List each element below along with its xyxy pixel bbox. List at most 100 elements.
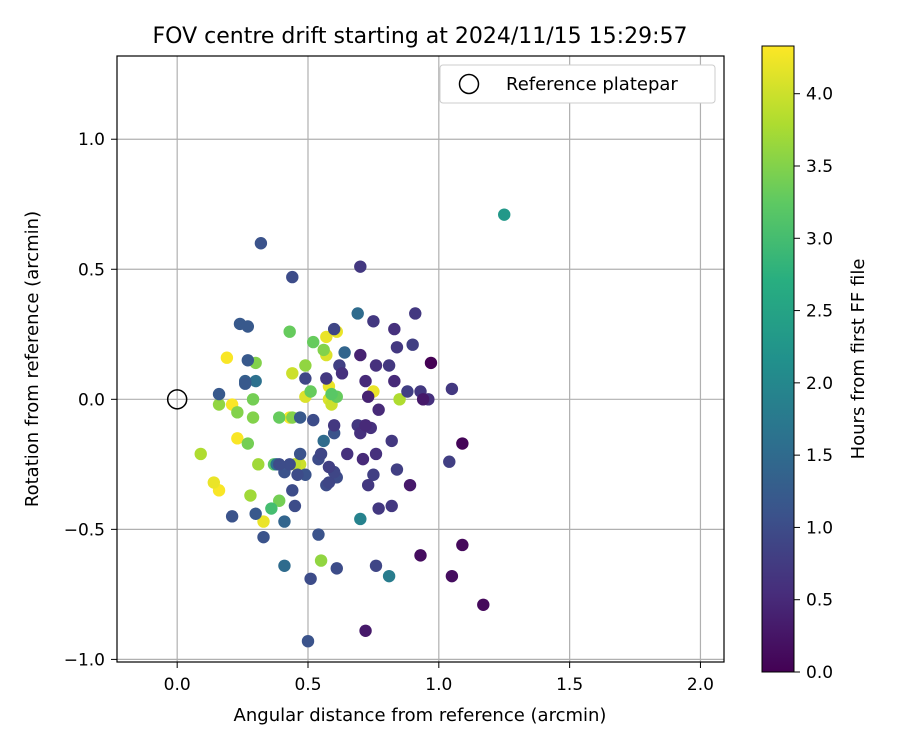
data-point	[301, 634, 315, 648]
data-point	[212, 387, 226, 401]
plot-frame	[116, 55, 725, 663]
data-point	[293, 411, 307, 424]
data-point	[278, 515, 291, 528]
data-point	[299, 359, 312, 372]
data-point	[265, 502, 278, 515]
data-point	[351, 307, 364, 320]
data-point	[244, 489, 257, 502]
data-point	[382, 569, 396, 583]
data-point	[273, 494, 286, 507]
data-point	[322, 476, 336, 489]
data-point	[286, 270, 299, 284]
reference-platepar-marker	[166, 389, 188, 410]
data-point	[249, 374, 262, 388]
data-point	[231, 432, 244, 445]
colorbar-tick-label: 3.0	[806, 229, 833, 249]
data-point	[314, 447, 328, 461]
data-point	[393, 393, 406, 406]
scatter-points	[194, 208, 511, 648]
data-point	[372, 502, 385, 515]
data-point	[327, 419, 341, 432]
x-tick-label: 2.0	[687, 675, 714, 695]
colorbar-ticks: 0.0 0.5 1.0 1.5 2.0 2.5 3.0 3.5 4.0	[794, 85, 833, 683]
legend: Reference platepar	[439, 64, 716, 104]
data-point	[314, 554, 328, 567]
data-point	[367, 315, 380, 328]
data-point	[317, 343, 330, 357]
data-point	[288, 499, 302, 513]
data-point	[273, 458, 286, 471]
data-point	[225, 510, 239, 523]
colorbar-tick-label: 2.0	[806, 374, 833, 394]
y-axis-label: Rotation from reference (arcmin)	[22, 211, 43, 507]
data-point	[254, 237, 268, 250]
data-point	[273, 411, 286, 424]
data-point	[304, 385, 317, 398]
data-point	[424, 356, 438, 370]
data-point	[388, 322, 401, 336]
legend-reference-marker	[458, 73, 480, 95]
x-tick-label: 0.5	[294, 675, 321, 695]
data-point	[194, 447, 207, 461]
data-point	[372, 403, 385, 416]
reference-marker-layer	[166, 389, 188, 410]
data-point	[307, 413, 320, 427]
y-tick-label: −0.5	[64, 520, 105, 540]
data-point	[382, 359, 396, 372]
data-point	[320, 372, 333, 385]
data-point	[445, 382, 459, 396]
data-point	[249, 507, 262, 520]
data-point	[409, 307, 422, 320]
data-point	[367, 468, 380, 481]
data-point	[338, 346, 351, 359]
data-point	[325, 387, 338, 401]
data-point	[335, 367, 349, 380]
data-point	[312, 528, 325, 541]
data-point	[246, 411, 260, 424]
data-point	[356, 452, 370, 466]
data-point	[257, 530, 270, 544]
colorbar: 0.0 0.5 1.0 1.5 2.0 2.5 3.0 3.5 4.0 Hours from f…	[761, 45, 869, 683]
data-point	[239, 377, 252, 390]
data-point	[299, 372, 312, 385]
data-point	[354, 260, 367, 273]
data-point	[293, 447, 307, 461]
grid-lines	[117, 56, 724, 662]
colorbar-label: Hours from first FF file	[848, 259, 869, 460]
data-point	[283, 458, 296, 471]
data-point	[416, 393, 430, 406]
x-tick-label: 1.5	[556, 675, 583, 695]
data-point	[390, 341, 404, 354]
data-point	[231, 406, 244, 419]
chart-title: FOV centre drift starting at 2024/11/15 …	[153, 24, 688, 49]
x-tick-label: 0.0	[164, 675, 191, 695]
data-point	[385, 434, 398, 448]
data-point	[361, 390, 375, 403]
colorbar-tick-label: 3.5	[806, 157, 833, 177]
data-point	[359, 419, 372, 432]
legend-entry-label: Reference platepar	[506, 74, 678, 95]
data-point	[369, 359, 383, 372]
y-tick-label: 0.5	[78, 260, 105, 280]
data-point	[241, 320, 255, 333]
colorbar-gradient	[761, 45, 795, 673]
data-point	[320, 330, 333, 344]
data-point	[278, 559, 291, 572]
data-point	[354, 348, 367, 362]
data-point	[207, 476, 221, 489]
data-point	[283, 325, 296, 338]
data-point	[341, 447, 354, 461]
data-point	[445, 569, 459, 583]
colorbar-tick-label: 2.5	[806, 302, 833, 322]
data-point	[327, 322, 341, 336]
colorbar-tick-label: 0.0	[806, 663, 833, 683]
x-axis-ticks: 0.0 0.5 1.0 1.5 2.0	[164, 662, 714, 695]
data-point	[220, 351, 234, 364]
data-point	[385, 499, 398, 513]
x-axis-label: Angular distance from reference (arcmin)	[234, 705, 607, 726]
data-point	[401, 385, 414, 398]
legend-box	[439, 64, 716, 104]
data-point	[291, 468, 304, 481]
data-point	[241, 354, 255, 367]
